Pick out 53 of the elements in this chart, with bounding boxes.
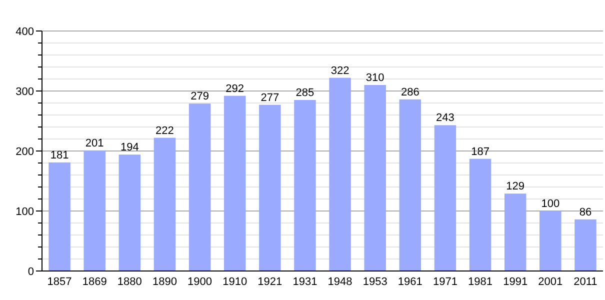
x-tick-label: 1890	[152, 276, 177, 288]
data-label: 222	[156, 124, 174, 137]
data-label: 187	[471, 146, 490, 158]
bar	[188, 104, 211, 271]
x-tick-label: 1931	[292, 276, 318, 288]
bar	[399, 99, 422, 271]
y-tick-label: 0	[28, 266, 34, 278]
data-label: 279	[190, 90, 209, 103]
x-tick-label: 1900	[188, 276, 212, 288]
bar	[118, 154, 141, 271]
bar	[540, 211, 562, 271]
x-tick-label: 1880	[117, 276, 142, 288]
x-tick-label: 1948	[328, 276, 352, 288]
x-tick-label: 1981	[468, 276, 493, 288]
x-tick-label: 1910	[222, 276, 248, 288]
data-label: 181	[50, 149, 69, 162]
x-tick-label: 1971	[432, 276, 458, 288]
y-tick-label: 300	[16, 86, 34, 98]
x-tick-label: 1953	[362, 276, 388, 288]
data-label: 194	[120, 142, 139, 154]
data-label: 286	[400, 86, 420, 98]
data-label: 310	[366, 72, 384, 84]
bar	[574, 219, 596, 271]
x-tick-label: 2001	[538, 276, 563, 288]
data-label: 100	[541, 198, 560, 210]
bar	[434, 125, 456, 271]
bar	[259, 104, 281, 271]
data-label: 277	[260, 92, 280, 104]
y-tick-label: 100	[16, 206, 34, 218]
x-tick-label: 1921	[258, 276, 282, 288]
y-tick-label: 200	[16, 146, 34, 158]
data-label: 292	[226, 82, 244, 95]
data-label: 86	[579, 206, 592, 218]
x-tick-label: 1857	[47, 276, 72, 288]
data-label: 201	[85, 137, 104, 150]
data-label: 322	[330, 64, 350, 77]
bar	[154, 138, 176, 271]
bar	[469, 158, 492, 271]
x-tick-label: 1961	[398, 276, 422, 288]
x-tick-label: 1991	[503, 276, 528, 288]
x-tick-label: 2011	[574, 276, 598, 288]
y-tick-label: 400	[16, 26, 34, 38]
bar	[329, 78, 351, 271]
bar	[294, 100, 316, 271]
bar	[364, 85, 386, 271]
data-label: 285	[296, 87, 314, 99]
bar	[48, 162, 70, 271]
bar	[224, 96, 246, 271]
x-tick-label: 1869	[82, 276, 107, 288]
bar	[504, 194, 526, 271]
data-label: 243	[436, 112, 454, 124]
data-label: 129	[506, 180, 525, 193]
bar	[84, 150, 106, 271]
